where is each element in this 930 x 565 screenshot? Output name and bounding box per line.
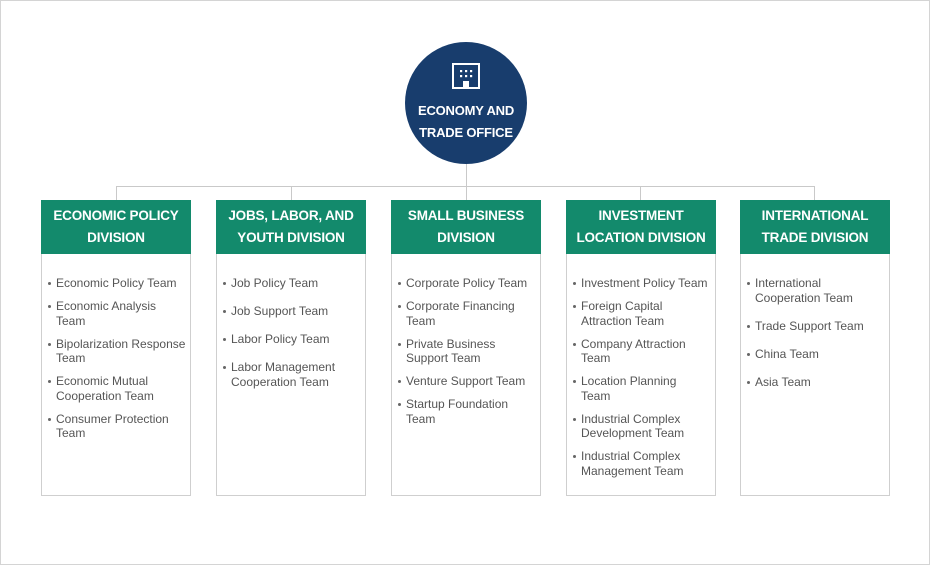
team-item: Asia Team xyxy=(741,375,889,390)
team-item: Job Policy Team xyxy=(217,276,365,291)
division-jobs-labor-youth: JOBS, LABOR, AND YOUTH DIVISION Job Poli… xyxy=(216,200,366,496)
team-item: International Cooperation Team xyxy=(741,276,889,305)
team-item: Industrial Complex Management Team xyxy=(567,449,715,478)
division-title: ECONOMIC POLICY DIVISION xyxy=(41,200,191,254)
division-investment-location: INVESTMENT LOCATION DIVISION Investment … xyxy=(566,200,716,496)
root-connector-line xyxy=(466,164,467,187)
team-item: Labor Management Cooperation Team xyxy=(217,360,365,389)
division-title: SMALL BUSINESS DIVISION xyxy=(391,200,541,254)
division-title: INVESTMENT LOCATION DIVISION xyxy=(566,200,716,254)
team-list: Investment Policy Team Foreign Capital A… xyxy=(566,254,716,496)
team-item: Job Support Team xyxy=(217,304,365,319)
team-item: Economic Mutual Cooperation Team xyxy=(42,374,190,403)
team-item: Venture Support Team xyxy=(392,374,540,389)
team-list: International Cooperation Team Trade Sup… xyxy=(740,254,890,496)
team-item: Private Business Support Team xyxy=(392,337,540,366)
team-list: Economic Policy Team Economic Analysis T… xyxy=(41,254,191,496)
team-item: Startup Foundation Team xyxy=(392,397,540,426)
root-node: ECONOMY AND TRADE OFFICE xyxy=(405,42,527,164)
division-economic-policy: ECONOMIC POLICY DIVISION Economic Policy… xyxy=(41,200,191,496)
division-connector-line xyxy=(291,186,292,200)
team-list: Corporate Policy Team Corporate Financin… xyxy=(391,254,541,496)
division-connector-line xyxy=(814,186,815,200)
division-connector-line xyxy=(640,186,641,200)
team-item: Company Attraction Team xyxy=(567,337,715,366)
team-item: Corporate Financing Team xyxy=(392,299,540,328)
team-item: Bipolarization Response Team xyxy=(42,337,190,366)
division-international-trade: INTERNATIONAL TRADE DIVISION Internation… xyxy=(740,200,890,496)
building-icon xyxy=(452,63,480,89)
team-item: Economic Policy Team xyxy=(42,276,190,291)
root-title: ECONOMY AND TRADE OFFICE xyxy=(417,103,515,140)
team-item: Industrial Complex Development Team xyxy=(567,412,715,441)
division-connector-line xyxy=(116,186,117,200)
team-item: Consumer Protection Team xyxy=(42,412,190,441)
team-item: Location Planning Team xyxy=(567,374,715,403)
division-title: JOBS, LABOR, AND YOUTH DIVISION xyxy=(216,200,366,254)
team-item: Investment Policy Team xyxy=(567,276,715,291)
team-list: Job Policy Team Job Support Team Labor P… xyxy=(216,254,366,496)
division-small-business: SMALL BUSINESS DIVISION Corporate Policy… xyxy=(391,200,541,496)
team-item: Trade Support Team xyxy=(741,319,889,334)
team-item: Foreign Capital Attraction Team xyxy=(567,299,715,328)
team-item: Labor Policy Team xyxy=(217,332,365,347)
team-item: China Team xyxy=(741,347,889,362)
team-item: Corporate Policy Team xyxy=(392,276,540,291)
division-title: INTERNATIONAL TRADE DIVISION xyxy=(740,200,890,254)
horizontal-connector-line xyxy=(116,186,815,187)
team-item: Economic Analysis Team xyxy=(42,299,190,328)
division-connector-line xyxy=(466,186,467,200)
